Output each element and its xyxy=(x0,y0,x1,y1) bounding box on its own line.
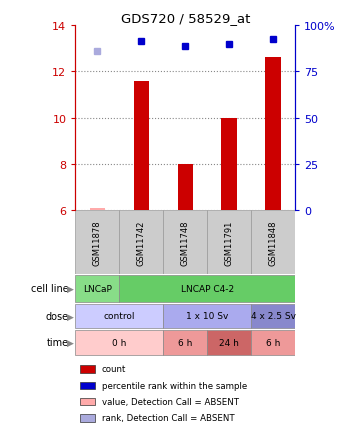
Bar xyxy=(134,82,149,210)
Bar xyxy=(251,304,295,329)
Bar xyxy=(207,210,251,274)
Text: ▶: ▶ xyxy=(67,312,74,321)
Bar xyxy=(119,275,295,302)
Bar xyxy=(178,164,193,210)
Text: rank, Detection Call = ABSENT: rank, Detection Call = ABSENT xyxy=(102,413,234,422)
Bar xyxy=(119,210,163,274)
Text: ▶: ▶ xyxy=(67,338,74,347)
Bar xyxy=(251,210,295,274)
Text: LNCAP C4-2: LNCAP C4-2 xyxy=(181,284,234,293)
Text: control: control xyxy=(104,312,135,321)
Bar xyxy=(251,330,295,355)
Bar xyxy=(80,365,95,373)
Bar xyxy=(75,330,163,355)
Text: GSM11848: GSM11848 xyxy=(269,220,277,265)
Title: GDS720 / 58529_at: GDS720 / 58529_at xyxy=(120,12,250,25)
Text: GSM11878: GSM11878 xyxy=(93,220,102,265)
Text: percentile rank within the sample: percentile rank within the sample xyxy=(102,381,247,390)
Bar xyxy=(80,398,95,405)
Bar xyxy=(222,118,237,210)
Text: 6 h: 6 h xyxy=(178,338,192,347)
Text: 24 h: 24 h xyxy=(219,338,239,347)
Text: 0 h: 0 h xyxy=(112,338,127,347)
Bar xyxy=(90,208,105,210)
Bar xyxy=(75,304,163,329)
Text: time: time xyxy=(46,338,69,348)
Text: cell line: cell line xyxy=(31,283,69,293)
Bar xyxy=(75,210,119,274)
Bar xyxy=(163,210,207,274)
Text: 1 x 10 Sv: 1 x 10 Sv xyxy=(186,312,228,321)
Text: count: count xyxy=(102,365,126,374)
Bar xyxy=(80,414,95,421)
Text: value, Detection Call = ABSENT: value, Detection Call = ABSENT xyxy=(102,397,239,406)
Text: 6 h: 6 h xyxy=(266,338,280,347)
Bar xyxy=(163,304,251,329)
Bar xyxy=(163,330,207,355)
Text: LNCaP: LNCaP xyxy=(83,284,112,293)
Text: GSM11791: GSM11791 xyxy=(225,220,234,265)
Bar xyxy=(80,381,95,389)
Text: dose: dose xyxy=(46,311,69,321)
Text: 4 x 2.5 Sv: 4 x 2.5 Sv xyxy=(250,312,296,321)
Bar xyxy=(75,275,119,302)
Text: ▶: ▶ xyxy=(67,284,74,293)
Bar xyxy=(265,58,281,210)
Text: GSM11748: GSM11748 xyxy=(181,220,190,265)
Bar xyxy=(207,330,251,355)
Text: GSM11742: GSM11742 xyxy=(137,220,146,265)
